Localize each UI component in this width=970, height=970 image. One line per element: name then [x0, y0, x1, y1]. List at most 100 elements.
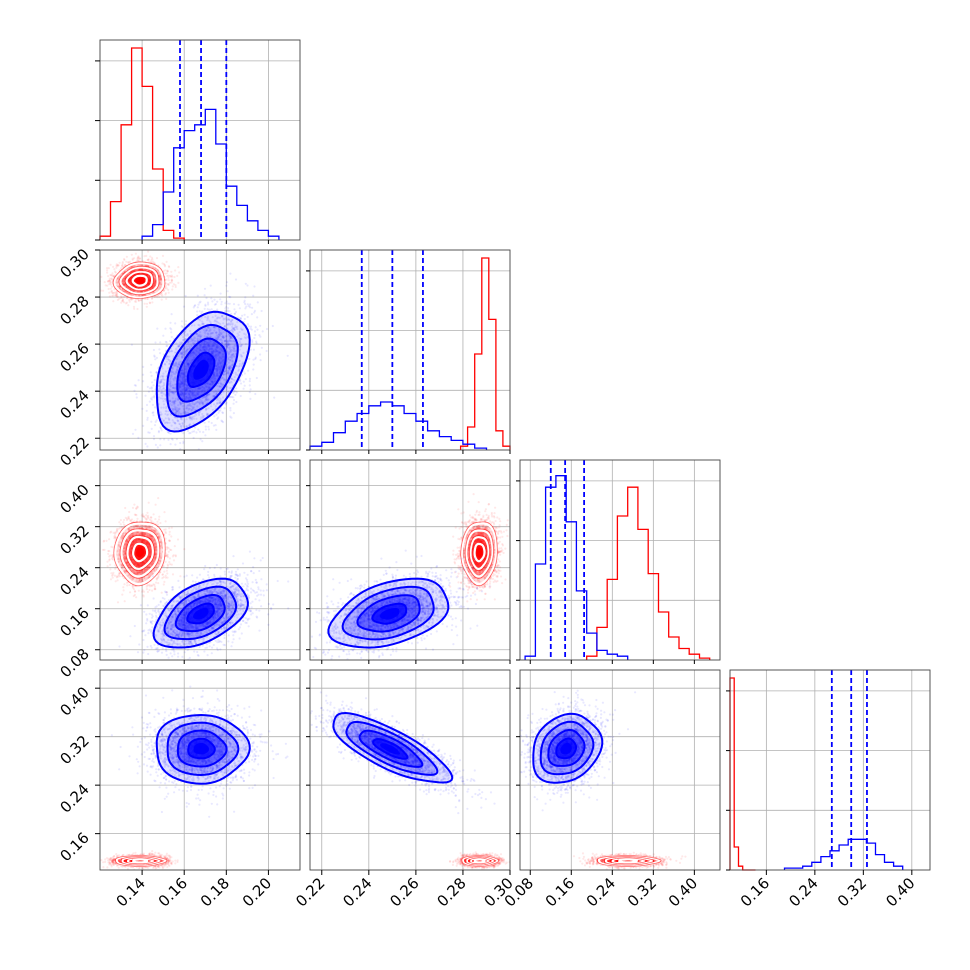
- scatter-point: [124, 290, 127, 294]
- scatter-point: [199, 438, 202, 441]
- scatter-point: [151, 271, 154, 274]
- scatter-point: [133, 300, 137, 303]
- scatter-point: [153, 396, 156, 399]
- scatter-point: [219, 292, 222, 295]
- scatter-point: [130, 343, 133, 346]
- scatter-point: [142, 380, 145, 383]
- scatter-point: [165, 344, 168, 348]
- scatter-point: [201, 310, 204, 313]
- scatter-point: [204, 434, 207, 437]
- scatter-point: [251, 306, 254, 309]
- scatter-point: [102, 289, 105, 292]
- scatter-point: [159, 444, 162, 447]
- scatter-point: [154, 279, 157, 283]
- scatter-point: [197, 303, 200, 306]
- scatter-point: [112, 274, 115, 277]
- scatter-point: [174, 322, 177, 325]
- scatter-point: [121, 299, 124, 302]
- scatter-point: [120, 288, 123, 291]
- scatter-point: [137, 299, 140, 302]
- scatter-point: [207, 428, 210, 431]
- scatter-point: [139, 268, 142, 271]
- scatter-point: [203, 421, 206, 424]
- scatter-point: [134, 285, 137, 288]
- scatter-point: [116, 264, 119, 267]
- scatter-point: [160, 278, 163, 282]
- scatter-point: [252, 348, 255, 351]
- scatter-point: [154, 278, 157, 281]
- scatter-point: [146, 283, 149, 286]
- scatter-point: [244, 282, 247, 285]
- scatter-point: [148, 282, 151, 285]
- scatter-point: [112, 265, 115, 268]
- scatter-point: [170, 278, 173, 281]
- scatter-point: [159, 277, 162, 280]
- scatter-point: [149, 302, 152, 305]
- scatter-point: [147, 276, 150, 279]
- scatter-point: [246, 303, 249, 306]
- scatter-point: [108, 295, 111, 298]
- scatter-point: [130, 276, 133, 279]
- scatter-point: [253, 330, 257, 333]
- scatter-point: [259, 359, 262, 362]
- scatter-point: [121, 296, 124, 299]
- scatter-point: [253, 285, 256, 288]
- scatter-point: [152, 435, 156, 438]
- scatter-point: [249, 388, 252, 391]
- scatter-point: [89, 289, 91, 291]
- scatter-point: [170, 274, 173, 277]
- scatter-point: [128, 280, 131, 283]
- scatter-point: [150, 256, 154, 259]
- scatter-point: [125, 255, 128, 258]
- scatter-point: [124, 284, 127, 287]
- scatter-point: [165, 341, 168, 344]
- panel-r3-c2: [520, 670, 720, 870]
- scatter-point: [138, 263, 141, 266]
- scatter-point: [241, 314, 244, 317]
- scatter-point: [122, 280, 125, 283]
- scatter-point: [133, 284, 136, 288]
- scatter-point: [159, 286, 162, 289]
- scatter-point: [117, 285, 120, 288]
- scatter-point: [107, 280, 110, 283]
- scatter-point: [151, 403, 154, 406]
- scatter-point: [220, 300, 223, 303]
- scatter-point: [154, 443, 157, 446]
- scatter-point: [149, 371, 152, 374]
- scatter-point: [123, 283, 126, 286]
- scatter-point: [165, 260, 168, 263]
- scatter-point: [151, 301, 154, 304]
- scatter-point: [232, 412, 235, 415]
- scatter-point: [147, 280, 150, 283]
- scatter-point: [177, 281, 180, 284]
- scatter-point: [154, 283, 157, 286]
- scatter-point: [145, 403, 149, 407]
- scatter-point: [144, 394, 147, 397]
- scatter-point: [147, 258, 150, 261]
- scatter-point: [141, 286, 145, 289]
- panel-background: [520, 670, 720, 870]
- scatter-point: [125, 285, 128, 288]
- scatter-point: [170, 279, 173, 282]
- scatter-point: [132, 305, 136, 308]
- scatter-point: [244, 378, 247, 381]
- scatter-point: [152, 384, 155, 387]
- scatter-point: [125, 301, 129, 304]
- scatter-point: [123, 257, 126, 261]
- scatter-point: [130, 281, 133, 284]
- scatter-point: [221, 411, 224, 414]
- scatter-point: [150, 259, 153, 262]
- scatter-point: [129, 282, 132, 286]
- scatter-point: [100, 275, 103, 278]
- scatter-point: [153, 282, 156, 285]
- scatter-point: [112, 294, 115, 297]
- scatter-point: [137, 273, 140, 276]
- scatter-point: [125, 297, 129, 300]
- scatter-point: [146, 264, 149, 267]
- scatter-point: [106, 271, 109, 274]
- scatter-point: [146, 283, 150, 286]
- scatter-point: [159, 278, 162, 281]
- scatter-point: [254, 357, 257, 360]
- scatter-point: [235, 400, 238, 404]
